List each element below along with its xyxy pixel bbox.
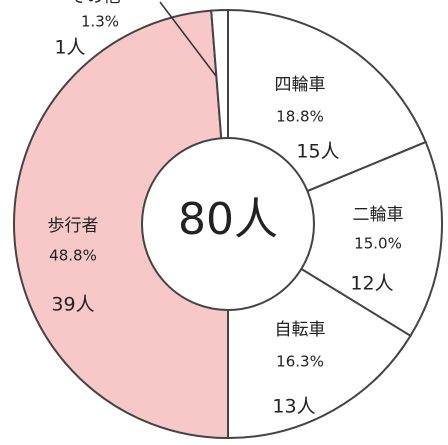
category-label: 歩行者: [48, 216, 99, 236]
value-label: 1人: [54, 37, 85, 59]
value-label: 12人: [350, 273, 393, 295]
category-label: 二輪車: [353, 205, 404, 225]
value-label: 15人: [296, 141, 339, 163]
category-label: 四輪車: [275, 75, 326, 95]
percent-label: 15.0%: [354, 235, 402, 253]
percent-label: 16.3%: [276, 353, 324, 371]
percent-label: 18.8%: [276, 108, 324, 126]
percent-label: 48.8%: [49, 247, 97, 265]
value-label: 13人: [272, 396, 315, 418]
center-label: 80人: [178, 194, 278, 245]
category-label: その他: [70, 0, 121, 7]
category-label: 自転車: [275, 320, 326, 340]
percent-label: 1.3%: [81, 13, 119, 31]
value-label: 39人: [51, 294, 94, 316]
chart: 80人 四輪車 18.8% 15人二輪車 15.0% 12人自転車 16.3% 13人 歩行者…: [0, 0, 448, 445]
